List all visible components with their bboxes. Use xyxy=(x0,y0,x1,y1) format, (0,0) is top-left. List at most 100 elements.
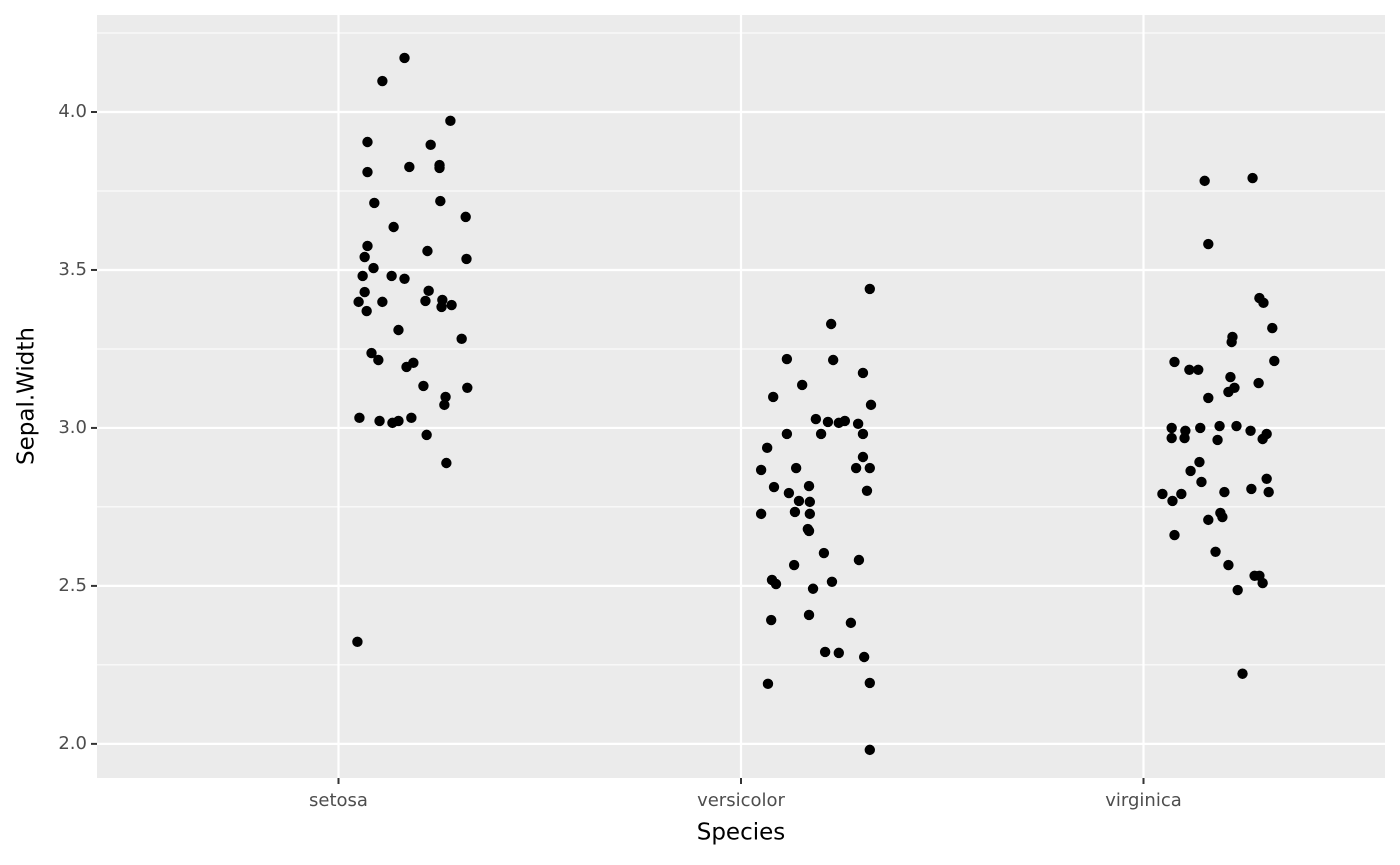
point xyxy=(401,361,412,373)
point xyxy=(377,75,388,87)
point xyxy=(1212,434,1223,446)
point xyxy=(1257,577,1268,589)
point xyxy=(815,428,827,440)
point xyxy=(393,415,404,427)
point xyxy=(425,139,436,151)
point xyxy=(357,270,368,282)
point xyxy=(435,195,446,207)
point xyxy=(1246,483,1257,495)
point xyxy=(865,399,877,411)
point xyxy=(1199,175,1210,187)
point xyxy=(420,295,431,307)
point xyxy=(366,347,377,359)
point xyxy=(807,583,819,594)
point xyxy=(359,251,370,263)
point xyxy=(1169,356,1180,368)
point xyxy=(441,457,452,469)
point xyxy=(762,678,774,690)
point xyxy=(399,52,410,64)
point xyxy=(804,496,816,508)
point xyxy=(1203,514,1214,526)
point xyxy=(377,296,388,308)
point xyxy=(439,399,450,411)
point xyxy=(810,413,822,425)
point xyxy=(857,428,869,440)
point xyxy=(803,525,815,537)
point xyxy=(462,382,473,394)
point xyxy=(423,285,434,297)
point xyxy=(1261,473,1272,485)
point xyxy=(368,262,379,274)
point xyxy=(440,391,451,403)
point xyxy=(393,324,404,336)
point xyxy=(352,636,363,648)
point xyxy=(850,462,862,474)
point xyxy=(1194,456,1205,468)
point xyxy=(1169,529,1180,541)
point xyxy=(789,506,801,518)
point xyxy=(768,481,780,493)
point xyxy=(1269,355,1280,367)
point xyxy=(1166,432,1177,444)
point xyxy=(864,283,875,295)
x-axis-title: Species xyxy=(697,820,786,846)
point xyxy=(369,197,380,209)
point xyxy=(1245,425,1256,436)
point xyxy=(418,380,429,392)
point xyxy=(822,416,834,428)
point xyxy=(781,353,793,365)
point xyxy=(388,221,399,233)
point xyxy=(359,286,370,298)
point xyxy=(864,744,875,756)
point xyxy=(783,487,795,499)
y-axis-title: Sepal.Width xyxy=(14,327,40,465)
point xyxy=(833,647,845,659)
point xyxy=(1258,297,1269,309)
point xyxy=(434,162,445,174)
point xyxy=(793,495,805,507)
point xyxy=(1193,364,1204,376)
point xyxy=(422,245,433,257)
point xyxy=(1247,172,1258,184)
point xyxy=(1210,546,1221,557)
point xyxy=(1203,238,1214,250)
point xyxy=(406,412,417,424)
point xyxy=(1217,511,1228,523)
point xyxy=(761,442,773,454)
point xyxy=(755,508,767,520)
point xyxy=(818,547,830,559)
point xyxy=(373,354,384,366)
y-tick-label: 3.0 xyxy=(58,417,87,438)
point xyxy=(460,211,471,223)
point xyxy=(852,418,864,430)
point xyxy=(354,412,365,424)
point xyxy=(1223,386,1234,398)
point xyxy=(858,651,870,663)
point xyxy=(861,485,873,497)
point xyxy=(857,451,869,463)
point xyxy=(864,677,875,689)
point xyxy=(803,480,815,492)
point xyxy=(1166,422,1177,434)
point xyxy=(1223,559,1234,571)
point xyxy=(374,415,385,427)
point xyxy=(839,415,851,427)
y-tick-label: 2.5 xyxy=(58,575,87,596)
point xyxy=(1157,488,1168,500)
point xyxy=(1263,486,1274,498)
point xyxy=(765,614,777,626)
point xyxy=(768,391,779,403)
point xyxy=(456,333,467,345)
point xyxy=(826,576,838,587)
point xyxy=(362,166,373,178)
point xyxy=(755,464,767,476)
point xyxy=(445,115,456,127)
point xyxy=(361,305,372,317)
point xyxy=(1253,377,1264,389)
point xyxy=(1225,371,1236,383)
point xyxy=(1167,495,1178,507)
point xyxy=(796,379,808,391)
point xyxy=(1267,322,1278,334)
